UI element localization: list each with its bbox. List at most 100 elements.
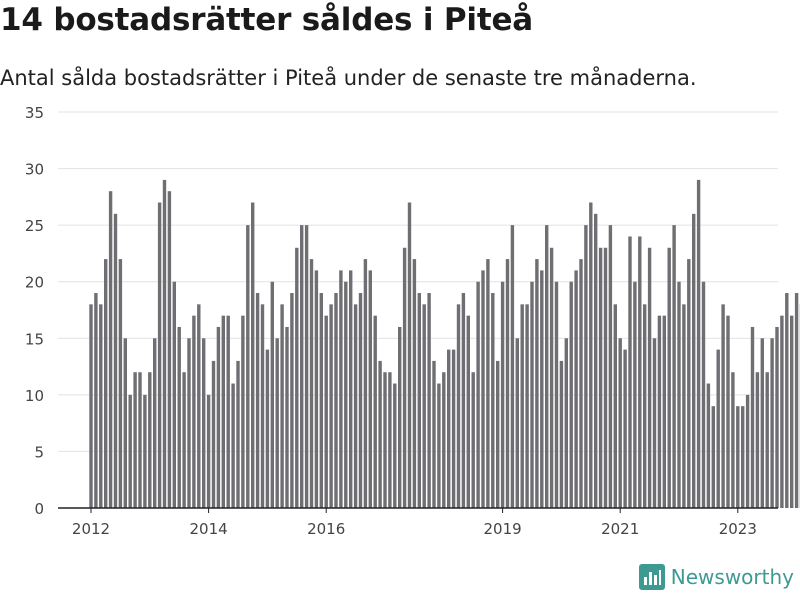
bar	[422, 304, 426, 508]
y-tick-label: 5	[34, 443, 44, 461]
bar	[623, 349, 627, 508]
bar	[706, 383, 711, 508]
bar	[300, 225, 304, 508]
bar	[579, 259, 583, 508]
bar	[295, 247, 299, 508]
bar	[638, 236, 642, 508]
bar	[692, 213, 696, 508]
bar	[603, 247, 608, 508]
bar	[545, 225, 549, 508]
x-tick-label: 2019	[484, 520, 522, 538]
bar	[216, 326, 221, 508]
bar	[505, 259, 510, 508]
bar	[334, 293, 338, 508]
bar	[785, 293, 789, 508]
newsworthy-logo-icon	[638, 564, 665, 590]
bar	[89, 304, 93, 508]
bar	[726, 315, 730, 508]
brand-name: Newsworthy	[670, 565, 794, 589]
y-tick-label: 25	[25, 217, 44, 235]
bar	[407, 202, 412, 508]
bar	[339, 270, 343, 508]
bar	[657, 315, 662, 508]
bar	[231, 383, 235, 508]
bar	[260, 304, 265, 508]
bar	[221, 315, 225, 508]
newsworthy-logo[interactable]: Newsworthy	[638, 564, 794, 590]
x-tick-label: 2021	[601, 520, 639, 538]
bar	[187, 338, 191, 508]
bar	[167, 191, 172, 508]
bar	[471, 372, 475, 508]
bar	[153, 338, 157, 508]
bar	[202, 338, 206, 508]
bar	[94, 293, 98, 508]
chart-title: 14 bostadsrätter såldes i Piteå	[0, 2, 533, 38]
bar	[265, 349, 270, 508]
bar	[716, 349, 720, 508]
bar	[584, 225, 588, 508]
bar	[138, 372, 142, 508]
y-tick-label: 15	[25, 330, 44, 348]
bar	[177, 326, 181, 508]
bar	[368, 270, 372, 508]
bar	[775, 326, 779, 508]
bar	[393, 383, 397, 508]
bar	[594, 213, 598, 508]
y-tick-label: 35	[25, 104, 44, 122]
bar	[687, 259, 691, 508]
bar	[319, 293, 323, 508]
bar	[701, 281, 706, 508]
bar	[437, 383, 441, 508]
bar	[226, 315, 230, 508]
bar	[255, 293, 260, 508]
y-axis-labels: 0 5 10 15 20 25 30 35	[25, 104, 44, 518]
bar	[765, 372, 769, 508]
bar	[358, 293, 363, 508]
bar	[143, 394, 147, 508]
x-axis-labels: 2012201420162019202120232025	[72, 520, 757, 538]
bar	[388, 372, 392, 508]
bar	[353, 304, 358, 508]
bar	[344, 281, 348, 508]
bar	[461, 293, 466, 508]
bar	[304, 225, 309, 508]
bar	[559, 360, 564, 508]
bar	[270, 281, 274, 508]
bar	[520, 304, 524, 508]
y-tick-label: 0	[34, 500, 44, 518]
bar	[790, 315, 794, 508]
bar	[148, 372, 152, 508]
bar	[672, 225, 676, 508]
bar	[157, 202, 162, 508]
bar	[329, 304, 333, 508]
bar	[510, 225, 515, 508]
bar	[530, 281, 534, 508]
bar	[535, 259, 539, 508]
bar	[755, 372, 760, 508]
bar	[447, 349, 451, 508]
bar	[667, 247, 671, 508]
bar	[652, 338, 657, 508]
bar	[432, 360, 436, 508]
bar	[349, 270, 353, 508]
bar	[197, 304, 201, 508]
bar	[314, 270, 319, 508]
bar	[770, 338, 774, 508]
bar	[647, 247, 652, 508]
bar	[662, 315, 666, 508]
bar	[780, 315, 784, 508]
bar	[118, 259, 123, 508]
bar	[466, 315, 470, 508]
bar	[113, 213, 118, 508]
bar	[290, 293, 294, 508]
x-tick-label: 2023	[719, 520, 757, 538]
bar	[569, 281, 573, 508]
bar	[275, 338, 279, 508]
bar	[736, 406, 740, 508]
bar	[496, 360, 500, 508]
x-tick-label: 2016	[307, 520, 345, 538]
bar	[760, 338, 764, 508]
bar	[721, 304, 725, 508]
